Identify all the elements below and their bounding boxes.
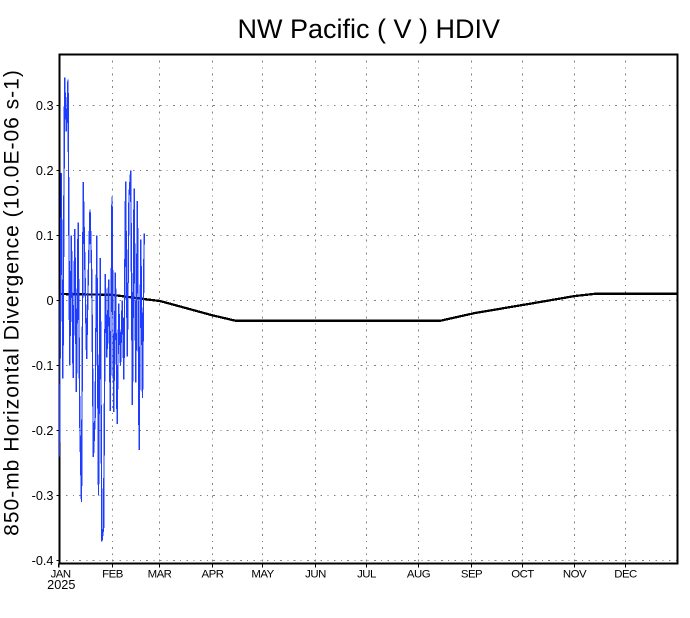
svg-text:OCT: OCT — [511, 569, 534, 581]
svg-text:-0.4: -0.4 — [32, 554, 54, 568]
svg-text:APR: APR — [202, 569, 224, 581]
svg-text:DEC: DEC — [614, 569, 637, 581]
svg-text:SEP: SEP — [461, 569, 482, 581]
svg-text:850-mb Horizontal Divergence (: 850-mb Horizontal Divergence (10.0E-06 s… — [1, 69, 24, 536]
svg-text:-0.1: -0.1 — [32, 359, 54, 373]
svg-text:-0.2: -0.2 — [32, 424, 54, 438]
svg-text:0.1: 0.1 — [36, 229, 54, 243]
svg-text:JUN: JUN — [305, 569, 326, 581]
svg-text:MAR: MAR — [148, 569, 172, 581]
svg-text:0.3: 0.3 — [36, 99, 54, 113]
svg-text:NW Pacific ( V ) HDIV: NW Pacific ( V ) HDIV — [238, 14, 501, 44]
svg-text:JAN: JAN — [51, 569, 71, 581]
svg-text:AUG: AUG — [407, 569, 431, 581]
svg-text:MAY: MAY — [251, 569, 274, 581]
svg-text:JUL: JUL — [357, 569, 376, 581]
svg-text:0: 0 — [46, 294, 53, 308]
svg-text:NOV: NOV — [563, 569, 587, 581]
svg-text:FEB: FEB — [102, 569, 123, 581]
svg-text:2025: 2025 — [47, 578, 75, 592]
svg-text:-0.3: -0.3 — [32, 489, 54, 503]
svg-text:0.2: 0.2 — [36, 164, 54, 178]
